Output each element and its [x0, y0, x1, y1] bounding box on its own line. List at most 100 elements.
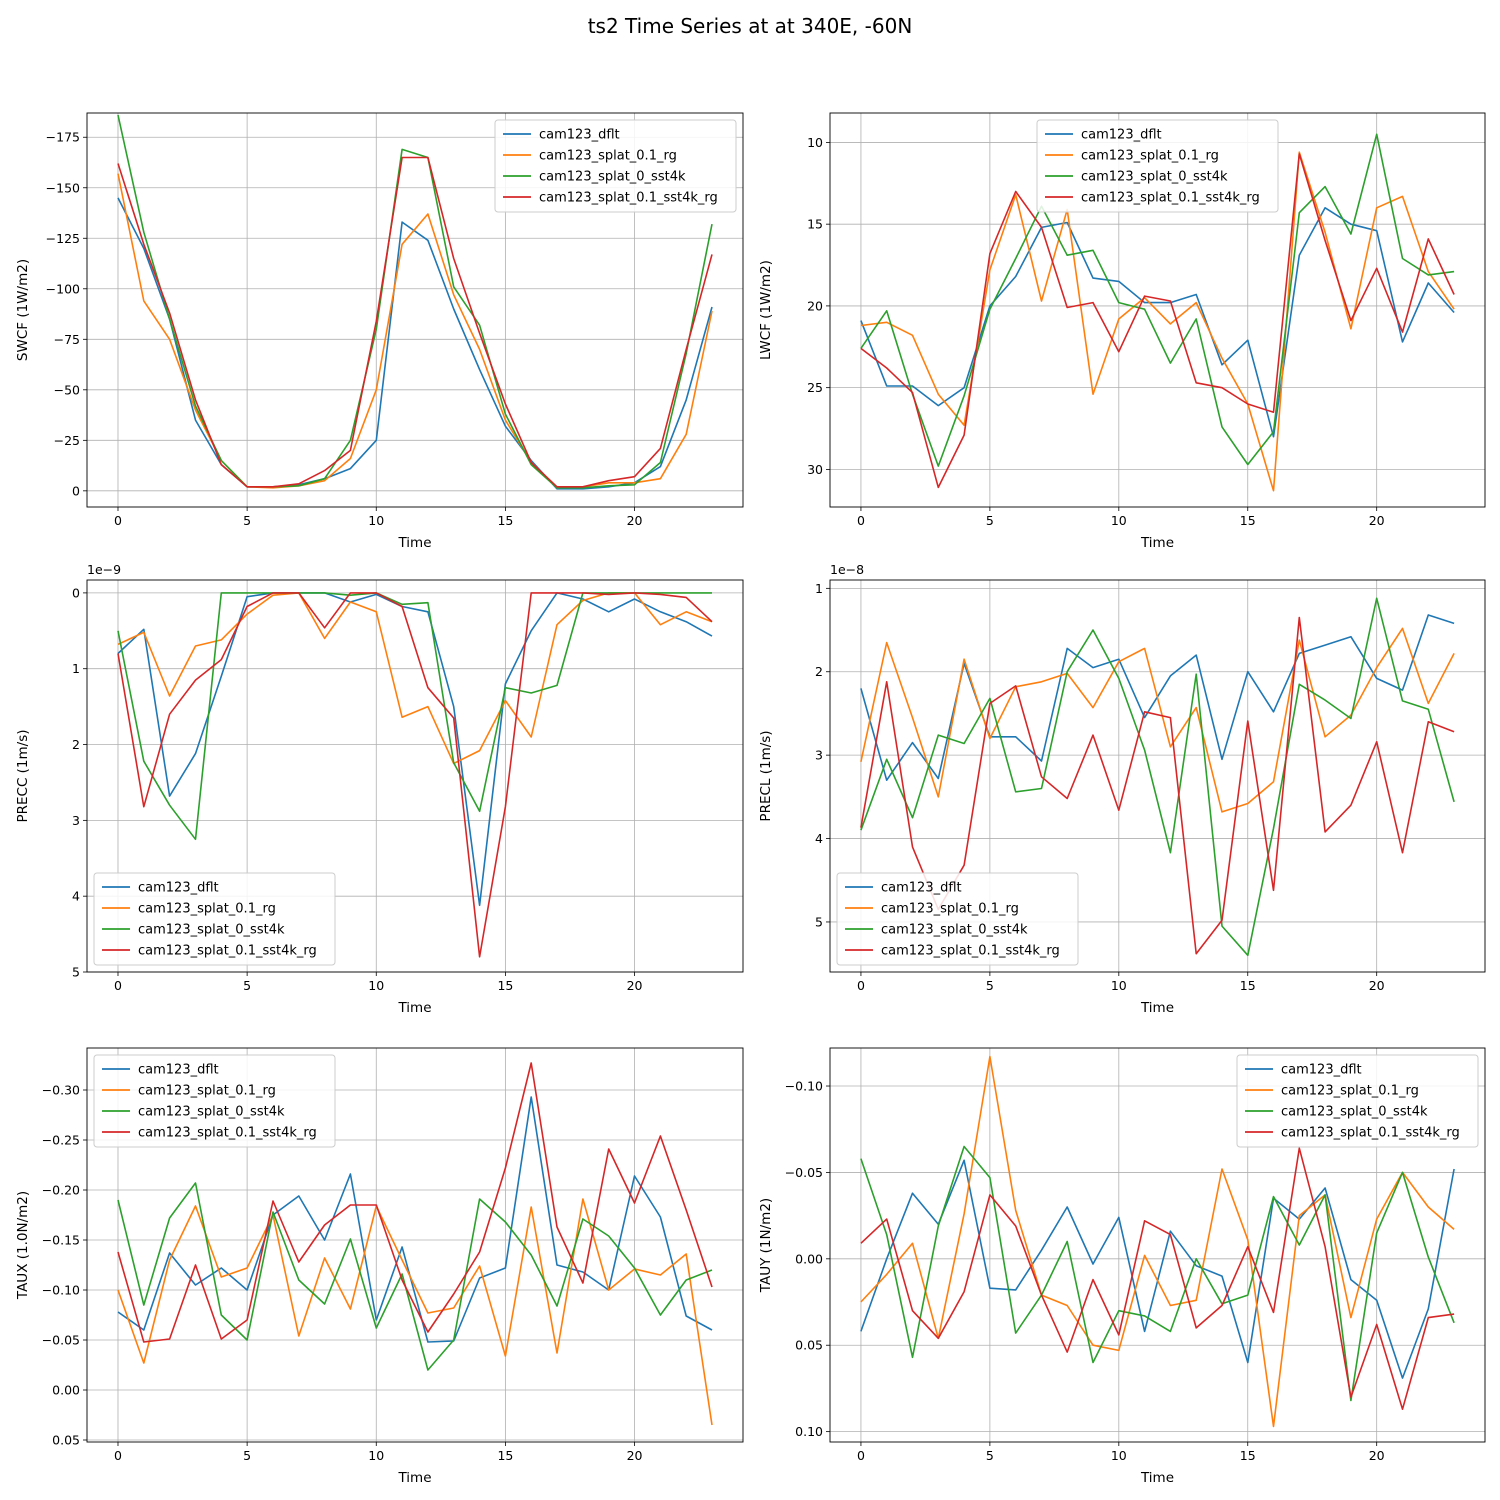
series-line-cam123_dflt: [117, 592, 713, 907]
x-tick-label: 15: [1240, 513, 1256, 528]
legend: cam123_dflt cam123_splat_0.1_rg cam123_spl…: [93, 1054, 336, 1148]
y-axis-label: PRECL (1m/s): [758, 730, 774, 821]
y-tick-label: −0.20: [42, 1183, 80, 1198]
legend-entry-label: cam123_splat_0.1_sst4k_rg: [881, 944, 1060, 959]
series-line-cam123_splat_0.1_sst4k_rg: [117, 156, 713, 488]
y-tick-label: 0.05: [52, 1433, 80, 1448]
x-tick-label: 10: [368, 978, 384, 993]
x-axis-label: Time: [1140, 1000, 1174, 1016]
x-tick-label: 10: [1111, 1448, 1127, 1463]
legend-entry-label: cam123_splat_0.1_sst4k_rg: [1081, 191, 1260, 206]
y-tick-label: 0.10: [795, 1424, 823, 1439]
series-line-cam123_splat_0_sst4k: [860, 133, 1455, 467]
legend-frame: [836, 872, 1079, 966]
x-axis-label: Time: [397, 1000, 431, 1016]
legend-entry-label: cam123_splat_0.1_rg: [1081, 149, 1219, 164]
series-line-cam123_splat_0.1_rg: [117, 592, 713, 765]
series-line-cam123_splat_0_sst4k: [117, 114, 713, 489]
x-tick-label: 5: [986, 978, 994, 993]
y-tick-label: 30: [807, 462, 823, 477]
y-offset-label: 1e−9: [87, 562, 121, 577]
x-tick-label: 0: [114, 513, 122, 528]
y-tick-label: −0.05: [785, 1165, 823, 1180]
legend-frame: [1036, 119, 1279, 213]
y-tick-label: 5: [72, 965, 80, 980]
series-line-cam123_splat_0_sst4k: [117, 592, 712, 841]
x-tick-label: 20: [627, 1448, 643, 1463]
y-tick-label: −25: [54, 433, 80, 448]
x-tick-label: 5: [986, 1448, 994, 1463]
y-tick-label: 2: [815, 664, 823, 679]
x-tick-label: 5: [243, 1448, 251, 1463]
y-tick-label: −0.10: [42, 1283, 80, 1298]
y-axis-label: PRECC (1m/s): [15, 729, 31, 822]
y-tick-label: −0.10: [785, 1079, 823, 1094]
legend-entry-label: cam123_dflt: [1281, 1063, 1362, 1078]
x-axis-label: Time: [397, 535, 431, 551]
legend-entry-label: cam123_dflt: [138, 1063, 219, 1078]
y-tick-label: 10: [807, 135, 823, 150]
y-tick-label: 5: [815, 914, 823, 929]
x-tick-label: 0: [857, 978, 865, 993]
y-axis-label: LWCF (1W/m2): [758, 260, 774, 360]
x-tick-label: 15: [497, 978, 513, 993]
chart-swcf: 0 5 10 15 20 0 −25 −50 −75 −100 −125 −150 −175 Time SW…: [15, 112, 744, 551]
x-tick-label: 0: [857, 513, 865, 528]
legend-entry-label: cam123_dflt: [881, 881, 962, 896]
y-tick-label: −175: [46, 130, 80, 145]
y-tick-label: 0: [72, 585, 80, 600]
y-tick-label: 0.00: [52, 1383, 80, 1398]
plot-frame: [829, 1047, 1486, 1443]
chart-precc: 0 5 10 15 20 0 1 2 3 4 5 Time PRECC (1m/s) 1e−9 cam123…: [15, 562, 744, 1016]
y-tick-label: 15: [807, 217, 823, 232]
legend-entry-label: cam123_splat_0_sst4k: [1281, 1105, 1428, 1120]
plot-frame: [829, 112, 1486, 508]
legend-entry-label: cam123_splat_0.1_rg: [138, 902, 276, 917]
series-line-cam123_dflt: [117, 197, 713, 490]
plot-frame: [86, 1047, 744, 1443]
legend: cam123_dflt cam123_splat_0.1_rg cam123_spl…: [1036, 119, 1279, 213]
series-line-cam123_splat_0.1_sst4k_rg: [860, 153, 1455, 489]
x-tick-label: 10: [1111, 513, 1127, 528]
y-tick-label: 3: [815, 748, 823, 763]
y-tick-label: −75: [54, 332, 80, 347]
y-tick-label: 1: [815, 581, 823, 596]
x-tick-label: 10: [1111, 978, 1127, 993]
y-axis-label: TAUX (1.0N/m2): [15, 1191, 31, 1300]
x-tick-label: 15: [1240, 978, 1256, 993]
series-line-cam123_splat_0_sst4k: [117, 1182, 713, 1371]
plot-frame: [86, 579, 744, 973]
legend-entry-label: cam123_splat_0.1_sst4k_rg: [539, 191, 718, 206]
legend-frame: [93, 1054, 336, 1148]
x-tick-label: 15: [1240, 1448, 1256, 1463]
y-tick-label: 4: [72, 889, 80, 904]
y-tick-label: −125: [46, 231, 80, 246]
y-tick-label: 20: [807, 298, 823, 313]
legend-entry-label: cam123_dflt: [539, 128, 620, 143]
y-tick-label: −150: [46, 180, 80, 195]
series-line-cam123_splat_0.1_rg: [860, 627, 1455, 813]
y-tick-label: −0.25: [42, 1133, 80, 1148]
x-axis-label: Time: [397, 1470, 431, 1486]
y-tick-label: −50: [54, 382, 80, 397]
x-axis-label: Time: [1140, 535, 1174, 551]
x-tick-label: 20: [1369, 1448, 1385, 1463]
legend-entry-label: cam123_dflt: [138, 881, 219, 896]
x-tick-label: 20: [627, 978, 643, 993]
plot-frame: [829, 579, 1486, 973]
x-tick-label: 20: [1369, 978, 1385, 993]
legend-frame: [93, 872, 336, 966]
y-axis-label: TAUY (1N/m2): [758, 1198, 774, 1293]
series-line-cam123_splat_0.1_sst4k_rg: [117, 1062, 713, 1343]
x-tick-label: 20: [1369, 513, 1385, 528]
series-line-cam123_splat_0.1_sst4k_rg: [117, 592, 713, 958]
legend-entry-label: cam123_splat_0_sst4k: [1081, 170, 1228, 185]
chart-taux: 0 5 10 15 20 0.05 0.00 −0.05 −0.10 −0.15 −0.20 −0.2…: [15, 1047, 744, 1486]
legend-entry-label: cam123_splat_0_sst4k: [539, 170, 686, 185]
legend-entry-label: cam123_splat_0.1_rg: [539, 149, 677, 164]
chart-lwcf: 0 5 10 15 20 10 15 20 25 30 Time LWCF (1W/m2) cam123…: [758, 112, 1486, 551]
y-tick-label: 4: [815, 831, 823, 846]
legend-frame: [1236, 1054, 1479, 1148]
series-line-cam123_splat_0.1_rg: [117, 1198, 713, 1426]
